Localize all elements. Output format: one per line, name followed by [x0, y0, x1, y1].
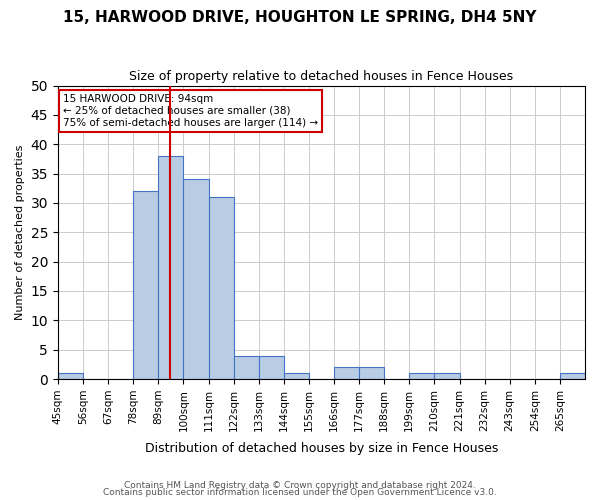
- Text: 15 HARWOOD DRIVE: 94sqm
← 25% of detached houses are smaller (38)
75% of semi-de: 15 HARWOOD DRIVE: 94sqm ← 25% of detache…: [63, 94, 318, 128]
- Bar: [184, 180, 209, 379]
- Bar: [334, 368, 359, 379]
- Bar: [359, 368, 384, 379]
- Text: Contains HM Land Registry data © Crown copyright and database right 2024.: Contains HM Land Registry data © Crown c…: [124, 480, 476, 490]
- Bar: [209, 197, 233, 379]
- Bar: [434, 373, 460, 379]
- Text: 15, HARWOOD DRIVE, HOUGHTON LE SPRING, DH4 5NY: 15, HARWOOD DRIVE, HOUGHTON LE SPRING, D…: [63, 10, 537, 25]
- X-axis label: Distribution of detached houses by size in Fence Houses: Distribution of detached houses by size …: [145, 442, 498, 455]
- Bar: [560, 373, 585, 379]
- Y-axis label: Number of detached properties: Number of detached properties: [15, 144, 25, 320]
- Title: Size of property relative to detached houses in Fence Houses: Size of property relative to detached ho…: [130, 70, 514, 83]
- Bar: [158, 156, 184, 379]
- Bar: [259, 356, 284, 379]
- Text: Contains public sector information licensed under the Open Government Licence v3: Contains public sector information licen…: [103, 488, 497, 497]
- Bar: [409, 373, 434, 379]
- Bar: [284, 373, 309, 379]
- Bar: [58, 373, 83, 379]
- Bar: [133, 191, 158, 379]
- Bar: [233, 356, 259, 379]
